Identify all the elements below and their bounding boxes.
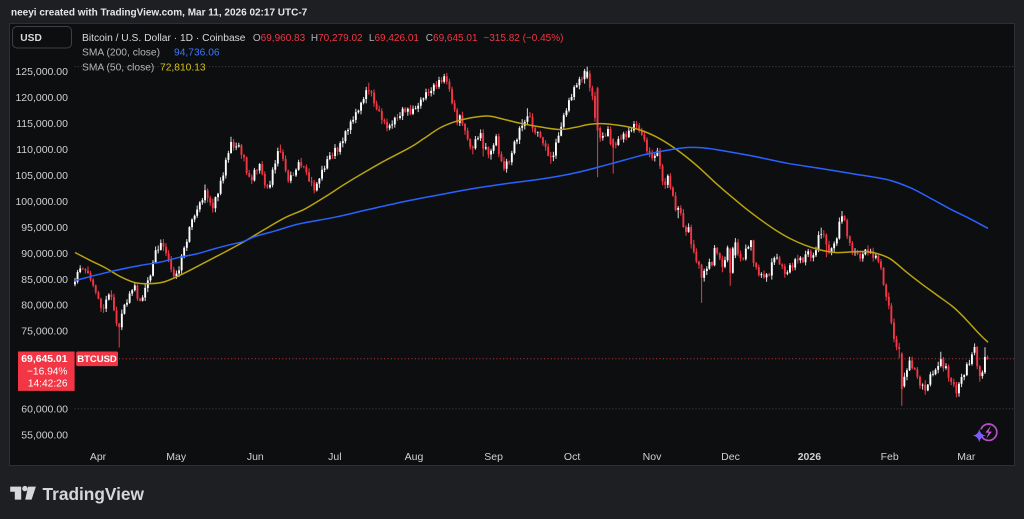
svg-text:H70,279.02: H70,279.02 xyxy=(311,33,363,44)
svg-text:Bitcoin / U.S. Dollar · 1D · C: Bitcoin / U.S. Dollar · 1D · Coinbase xyxy=(82,33,246,44)
svg-text:85,000.00: 85,000.00 xyxy=(21,274,68,286)
svg-text:USD: USD xyxy=(20,33,42,44)
svg-text:−16.94%: −16.94% xyxy=(27,367,68,378)
svg-text:Mar: Mar xyxy=(957,451,976,463)
svg-text:Jul: Jul xyxy=(328,451,341,463)
svg-text:55,000.00: 55,000.00 xyxy=(21,430,68,442)
svg-text:120,000.00: 120,000.00 xyxy=(15,92,68,104)
svg-text:Nov: Nov xyxy=(643,451,662,463)
svg-text:Apr: Apr xyxy=(90,451,107,463)
svg-text:neeyi created with TradingView: neeyi created with TradingView.com, Mar … xyxy=(11,8,308,19)
svg-text:75,000.00: 75,000.00 xyxy=(21,326,68,338)
svg-text:SMA (50, close): SMA (50, close) xyxy=(82,62,154,73)
svg-text:TradingView: TradingView xyxy=(43,484,145,504)
svg-text:95,000.00: 95,000.00 xyxy=(21,222,68,234)
svg-text:60,000.00: 60,000.00 xyxy=(21,404,68,416)
svg-text:110,000.00: 110,000.00 xyxy=(16,144,68,156)
svg-text:105,000.00: 105,000.00 xyxy=(15,170,68,182)
svg-text:−315.82 (−0.45%): −315.82 (−0.45%) xyxy=(483,33,563,44)
svg-text:Aug: Aug xyxy=(405,451,424,463)
svg-text:May: May xyxy=(166,451,187,463)
svg-text:O69,960.83: O69,960.83 xyxy=(253,33,306,44)
svg-text:69,645.01: 69,645.01 xyxy=(21,354,67,365)
svg-text:Jun: Jun xyxy=(247,451,264,463)
svg-text:L69,426.01: L69,426.01 xyxy=(369,33,419,44)
svg-text:14:42:26: 14:42:26 xyxy=(28,379,68,390)
svg-text:115,000.00: 115,000.00 xyxy=(16,118,68,130)
svg-text:94,736.06: 94,736.06 xyxy=(174,47,220,58)
svg-text:Dec: Dec xyxy=(721,451,740,463)
svg-text:72,810.13: 72,810.13 xyxy=(160,62,206,73)
svg-text:90,000.00: 90,000.00 xyxy=(21,248,68,260)
svg-text:SMA (200, close): SMA (200, close) xyxy=(82,47,160,58)
svg-text:80,000.00: 80,000.00 xyxy=(21,300,68,312)
svg-text:100,000.00: 100,000.00 xyxy=(15,196,68,208)
svg-text:Oct: Oct xyxy=(564,451,580,463)
svg-text:Feb: Feb xyxy=(881,451,899,463)
svg-text:125,000.00: 125,000.00 xyxy=(15,66,68,78)
svg-text:Sep: Sep xyxy=(484,451,503,463)
svg-text:C69,645.01: C69,645.01 xyxy=(426,33,478,44)
svg-text:2026: 2026 xyxy=(798,451,822,463)
svg-text:BTCUSD: BTCUSD xyxy=(77,354,117,365)
